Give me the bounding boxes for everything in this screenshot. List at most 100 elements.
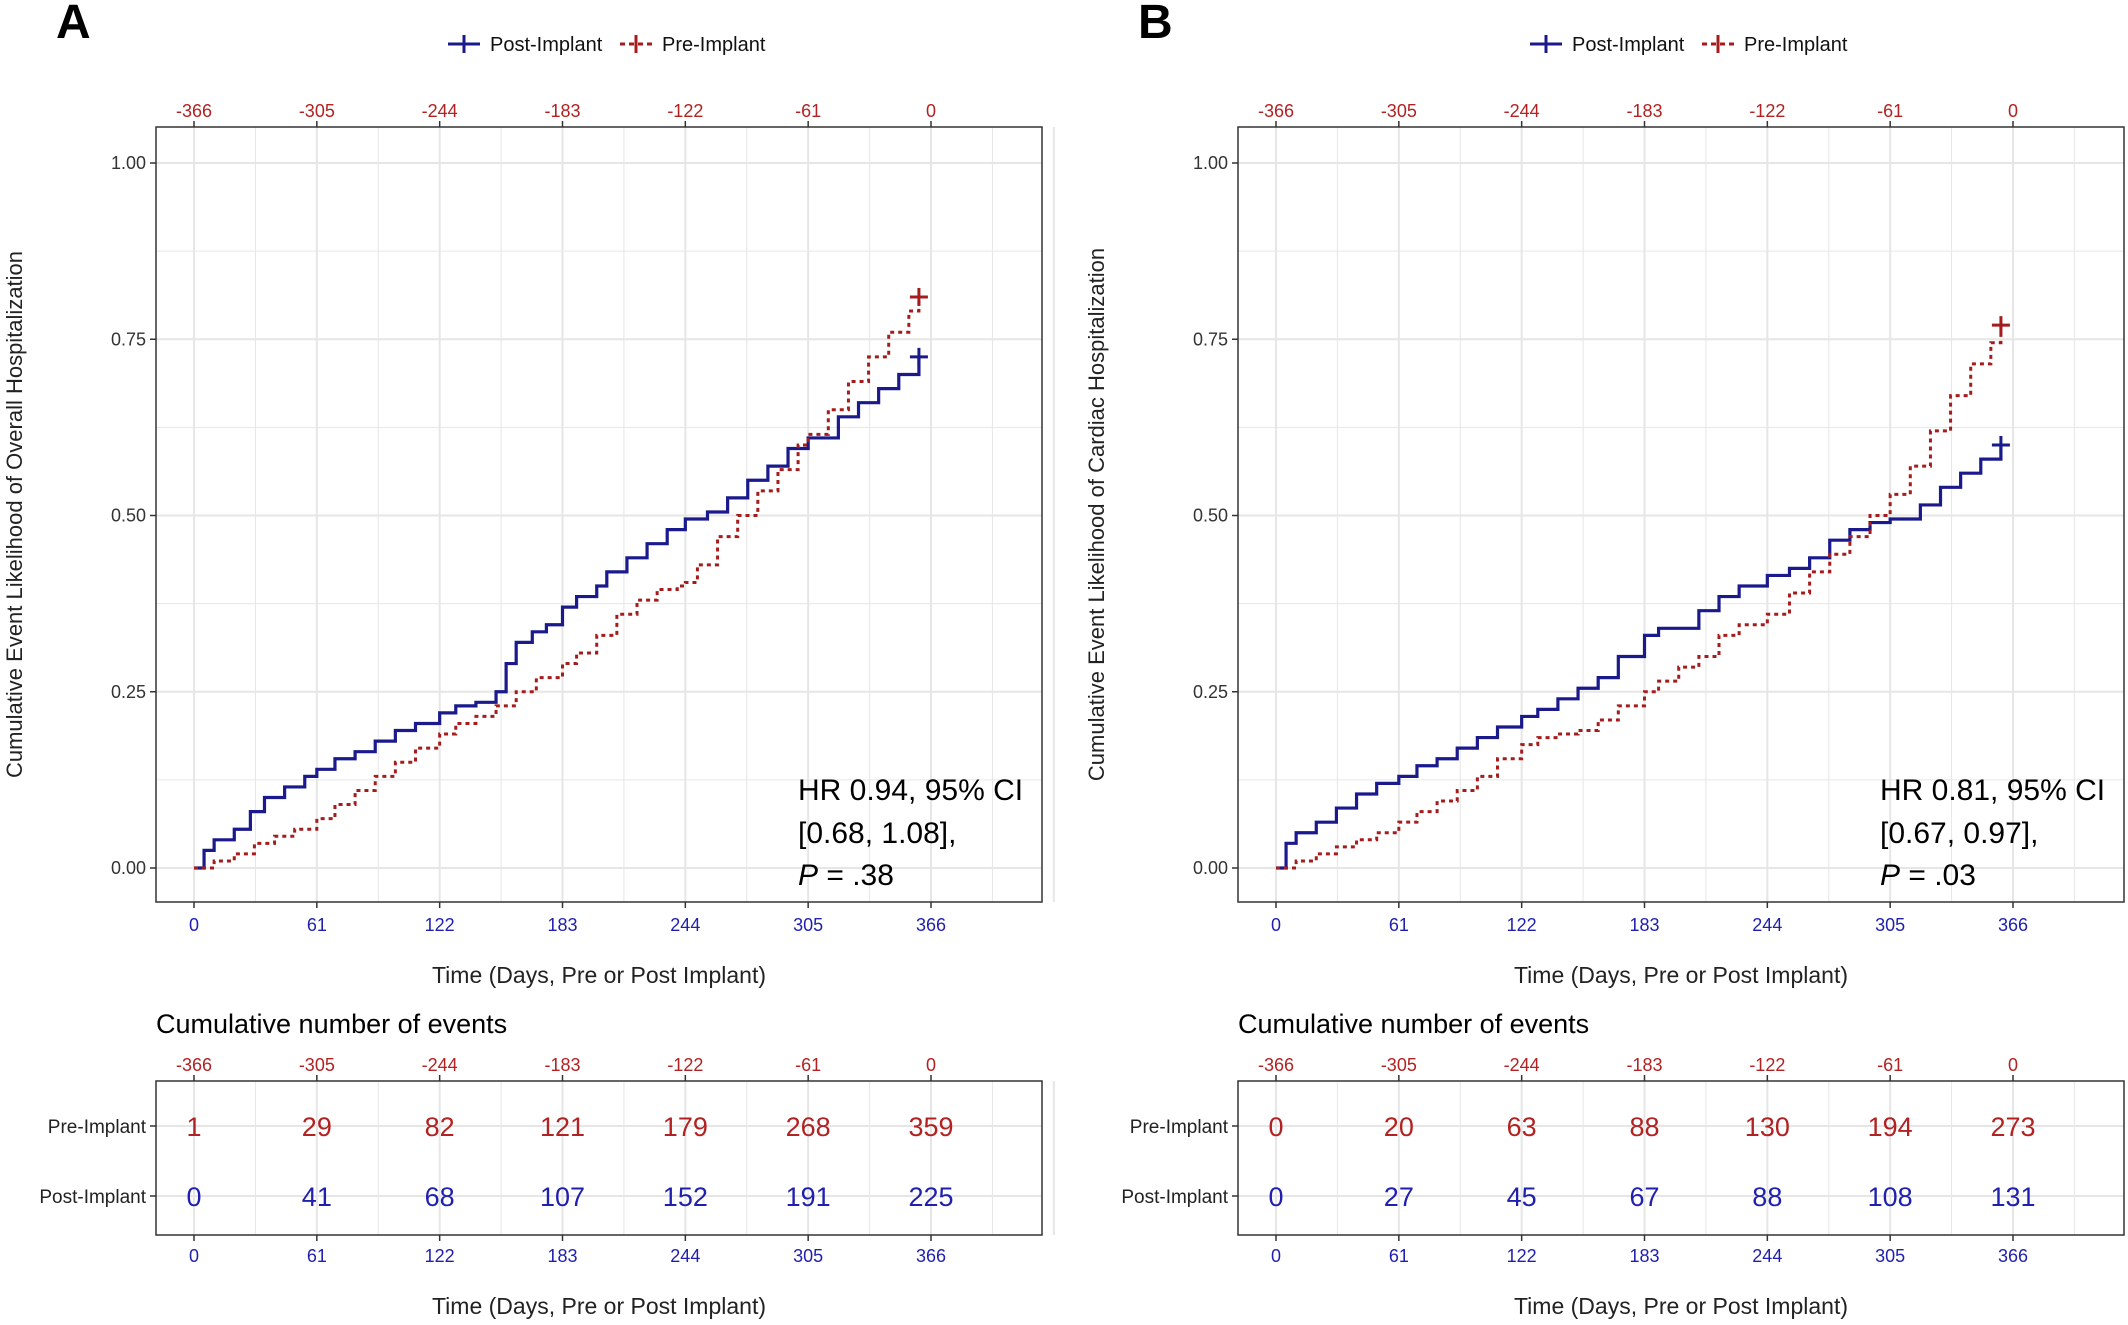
table-tick-label-bottom: 305 (1875, 1246, 1905, 1266)
risk-row-label: Pre-Implant (48, 1117, 147, 1138)
x-tick-label-bottom: 305 (793, 915, 823, 935)
x-tick-label-top: -244 (1504, 101, 1540, 121)
risk-count: 41 (302, 1182, 332, 1212)
risk-count: 131 (1990, 1182, 2035, 1212)
legend-label-pre: Pre-Implant (662, 34, 766, 56)
risk-count: 29 (302, 1112, 332, 1142)
x-tick-label-top: -61 (1877, 101, 1903, 121)
table-tick-label-top: 0 (926, 1055, 936, 1075)
x-tick-label-bottom: 183 (547, 915, 577, 935)
table-tick-label-bottom: 61 (1389, 1246, 1409, 1266)
table-tick-label-bottom: 183 (547, 1246, 577, 1266)
x-tick-label-top: -122 (667, 101, 703, 121)
plot-frame (155, 126, 1043, 903)
p-value-text: P = .03 (1880, 859, 1976, 892)
risk-table-frame (155, 1080, 1043, 1236)
risk-count: 359 (908, 1112, 953, 1142)
x-tick-label-top: -244 (422, 101, 458, 121)
hr-text: HR 0.81, 95% CI (1880, 774, 2105, 807)
x-tick-label-bottom: 122 (425, 915, 455, 935)
y-tick-label: 0.00 (111, 858, 146, 878)
table-tick-label-bottom: 61 (307, 1246, 327, 1266)
y-tick-label: 1.00 (111, 153, 146, 173)
table-tick-label-top: -122 (1749, 1055, 1785, 1075)
x-tick-label-bottom: 244 (1752, 915, 1782, 935)
hr-annotation: HR 0.94, 95% CI [0.68, 1.08], P = .38 (798, 774, 1023, 892)
table-tick-label-bottom: 122 (425, 1246, 455, 1266)
risk-count: 68 (425, 1182, 455, 1212)
x-axis-title: Time (Days, Pre or Post Implant) (1514, 962, 1848, 988)
risk-row-label: Post-Implant (1121, 1187, 1228, 1208)
hr-annotation: HR 0.81, 95% CI [0.67, 0.97], P = .03 (1880, 774, 2105, 892)
legend-label-post: Post-Implant (490, 34, 603, 56)
risk-count: 107 (540, 1182, 585, 1212)
series-line-pre-implant (1276, 325, 2003, 870)
risk-count: 130 (1745, 1112, 1790, 1142)
risk-count: 88 (1752, 1182, 1782, 1212)
table-tick-label-top: -305 (1381, 1055, 1417, 1075)
table-tick-label-bottom: 0 (1271, 1246, 1281, 1266)
risk-count: 45 (1507, 1182, 1537, 1212)
x-tick-label-bottom: 244 (670, 915, 700, 935)
risk-count: 108 (1868, 1182, 1913, 1212)
y-tick-label: 0.25 (111, 682, 146, 702)
x-tick-label-top: -183 (1626, 101, 1662, 121)
risk-count: 63 (1507, 1112, 1537, 1142)
x-tick-label-bottom: 366 (1998, 915, 2028, 935)
legend: Post-Implant Pre-Implant (448, 34, 766, 56)
legend-label-pre: Pre-Implant (1744, 34, 1848, 56)
legend-label-post: Post-Implant (1572, 34, 1685, 56)
series-line-post-implant (194, 356, 921, 870)
table-tick-label-top: -244 (1504, 1055, 1540, 1075)
table-tick-label-top: -366 (176, 1055, 212, 1075)
risk-table-x-title: Time (Days, Pre or Post Implant) (1514, 1293, 1848, 1319)
x-tick-label-top: -305 (1381, 101, 1417, 121)
p-label: P (1880, 859, 1900, 892)
table-tick-label-top: -61 (795, 1055, 821, 1075)
risk-table-x-title: Time (Days, Pre or Post Implant) (432, 1293, 766, 1319)
p-label: P (798, 859, 818, 892)
x-tick-label-bottom: 0 (1271, 915, 1281, 935)
table-tick-label-top: -183 (544, 1055, 580, 1075)
panel-label: A (56, 0, 91, 49)
y-tick-label: 0.50 (111, 506, 146, 526)
x-tick-label-bottom: 305 (1875, 915, 1905, 935)
risk-count: 225 (908, 1182, 953, 1212)
p-value: = .38 (818, 859, 894, 892)
table-tick-label-bottom: 244 (1752, 1246, 1782, 1266)
grid (1238, 127, 2124, 902)
x-tick-label-bottom: 0 (189, 915, 199, 935)
table-tick-label-bottom: 305 (793, 1246, 823, 1266)
risk-count: 67 (1629, 1182, 1659, 1212)
x-tick-label-top: -122 (1749, 101, 1785, 121)
table-tick-label-top: -122 (667, 1055, 703, 1075)
y-tick-label: 0.25 (1193, 682, 1228, 702)
hr-text: HR 0.94, 95% CI (798, 774, 1023, 807)
x-tick-label-top: -61 (795, 101, 821, 121)
table-tick-label-top: -183 (1626, 1055, 1662, 1075)
ci-text: [0.67, 0.97], (1880, 817, 2038, 850)
risk-count: 27 (1384, 1182, 1414, 1212)
p-value: = .03 (1900, 859, 1976, 892)
x-tick-label-bottom: 122 (1507, 915, 1537, 935)
risk-row-label: Post-Implant (39, 1187, 146, 1208)
table-tick-label-bottom: 0 (189, 1246, 199, 1266)
risk-count: 179 (663, 1112, 708, 1142)
x-tick-label-bottom: 61 (1389, 915, 1409, 935)
series-line-post-implant (1276, 445, 2003, 870)
risk-table: Cumulative number of events -366 0 -305 61 -2… (1121, 1009, 2125, 1319)
y-tick-label: 0.75 (1193, 329, 1228, 349)
x-tick-label-top: 0 (926, 101, 936, 121)
x-tick-label-bottom: 183 (1629, 915, 1659, 935)
risk-count: 268 (786, 1112, 831, 1142)
table-tick-label-bottom: 183 (1629, 1246, 1659, 1266)
risk-count: 82 (425, 1112, 455, 1142)
table-tick-label-top: 0 (2008, 1055, 2018, 1075)
x-tick-label-top: -366 (1258, 101, 1294, 121)
x-axis-title: Time (Days, Pre or Post Implant) (432, 962, 766, 988)
x-tick-label-bottom: 61 (307, 915, 327, 935)
table-tick-label-bottom: 244 (670, 1246, 700, 1266)
risk-count: 273 (1990, 1112, 2035, 1142)
panel-a: A Post-Implant Pre-Implant 0.00 0.25 0.50 0.75… (2, 0, 1055, 1319)
